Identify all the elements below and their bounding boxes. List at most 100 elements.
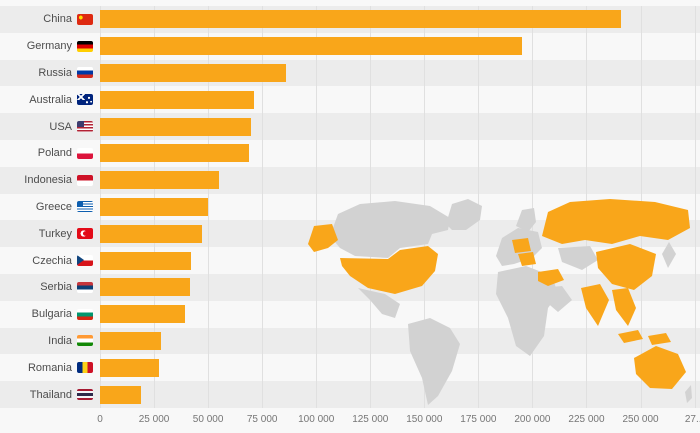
- country-label: China: [43, 13, 72, 26]
- bar-cell: [100, 194, 700, 221]
- bar-bulgaria[interactable]: [100, 305, 186, 324]
- row-label-cell: India: [0, 335, 100, 347]
- flag-icon-australia: [77, 94, 93, 106]
- chart-row: Russia: [0, 59, 700, 87]
- bar-cell: [100, 354, 700, 381]
- row-label-cell: Russia: [0, 67, 100, 79]
- country-label: Australia: [29, 93, 72, 106]
- flag-icon-czechia: [77, 255, 93, 267]
- bar-usa[interactable]: [100, 117, 252, 136]
- bar-thailand[interactable]: [100, 385, 142, 404]
- flag-icon-poland: [77, 147, 93, 159]
- country-label: Greece: [35, 200, 72, 213]
- chart-row: Turkey: [0, 220, 700, 248]
- bar-cell: [100, 140, 700, 167]
- row-label-cell: Serbia: [0, 281, 100, 293]
- chart-row: India: [0, 327, 700, 355]
- x-axis: 0 25 000 50 000 75 000 100 000 125 000 150 000…: [97, 408, 700, 433]
- bar-cell: [100, 328, 700, 355]
- country-label: India: [48, 334, 72, 347]
- country-label: USA: [49, 120, 72, 133]
- row-label-cell: USA: [0, 121, 100, 133]
- bar-china[interactable]: [100, 10, 622, 29]
- row-label-cell: Bulgaria: [0, 308, 100, 320]
- bar-russia[interactable]: [100, 63, 286, 82]
- bar-turkey[interactable]: [100, 224, 202, 243]
- bar-india[interactable]: [100, 331, 161, 350]
- bar-greece[interactable]: [100, 197, 209, 216]
- bar-romania[interactable]: [100, 358, 160, 377]
- x-axis-tick: 27...: [684, 414, 700, 425]
- chart-row: Greece: [0, 194, 700, 221]
- flag-icon-china: [77, 13, 93, 25]
- bar-poland[interactable]: [100, 144, 250, 163]
- country-label: Czechia: [32, 254, 72, 267]
- flag-icon-romania: [77, 362, 93, 374]
- bar-cell: [100, 220, 700, 247]
- x-axis-tick: 200 000: [514, 414, 551, 425]
- bar-czechia[interactable]: [100, 251, 191, 270]
- x-axis-tick: 150 000: [406, 414, 443, 425]
- bar-cell: [100, 381, 700, 408]
- country-label: Germany: [26, 40, 72, 53]
- chart-row: Czechia: [0, 247, 700, 274]
- chart-row: USA: [0, 113, 700, 140]
- bar-cell: [100, 33, 700, 60]
- country-label: Poland: [37, 147, 72, 160]
- chart-row: Serbia: [0, 273, 700, 301]
- country-label: Turkey: [38, 227, 72, 240]
- row-label-cell: Germany: [0, 40, 100, 52]
- x-axis-tick: 125 000: [352, 414, 389, 425]
- bar-cell: [100, 247, 700, 274]
- x-axis-tick: 75 000: [246, 414, 278, 425]
- country-label: Serbia: [40, 281, 72, 294]
- bar-germany[interactable]: [100, 37, 522, 56]
- flag-icon-usa: [77, 121, 93, 133]
- chart-row: Romania: [0, 354, 700, 381]
- flag-icon-turkey: [77, 228, 93, 240]
- flag-icon-greece: [77, 201, 93, 213]
- chart-row: Australia: [0, 86, 700, 113]
- flag-icon-india: [77, 335, 93, 347]
- chart-row: China: [0, 6, 700, 33]
- country-label: Romania: [27, 361, 72, 374]
- chart-row: Poland: [0, 140, 700, 167]
- bar-cell: [100, 274, 700, 301]
- bar-cell: [100, 86, 700, 113]
- x-axis-tick: 175 000: [460, 414, 497, 425]
- bar-cell: [100, 113, 700, 140]
- row-label-cell: Thailand: [0, 389, 100, 401]
- bar-cell: [100, 301, 700, 328]
- bar-indonesia[interactable]: [100, 171, 219, 190]
- chart-row: Bulgaria: [0, 301, 700, 328]
- row-label-cell: Czechia: [0, 255, 100, 267]
- chart-row: Indonesia: [0, 166, 700, 194]
- x-axis-tick: 0: [97, 414, 103, 425]
- flag-icon-bulgaria: [77, 308, 93, 320]
- chart-row: Germany: [0, 33, 700, 60]
- x-axis-tick: 250 000: [622, 414, 659, 425]
- x-axis-tick: 225 000: [568, 414, 605, 425]
- flag-icon-indonesia: [77, 174, 93, 186]
- row-label-cell: Poland: [0, 147, 100, 159]
- bar-cell: [100, 6, 700, 33]
- bar-cell: [100, 167, 700, 194]
- x-axis-tick: 50 000: [192, 414, 224, 425]
- bar-serbia[interactable]: [100, 278, 190, 297]
- chart-row: Thailand: [0, 381, 700, 408]
- flag-icon-serbia: [77, 281, 93, 293]
- row-label-cell: Turkey: [0, 228, 100, 240]
- row-label-cell: Romania: [0, 362, 100, 374]
- row-label-cell: Greece: [0, 201, 100, 213]
- bar-cell: [100, 60, 700, 87]
- row-label-cell: Indonesia: [0, 174, 100, 186]
- country-label: Indonesia: [24, 174, 72, 187]
- flag-icon-thailand: [77, 389, 93, 401]
- flag-icon-germany: [77, 40, 93, 52]
- bar-australia[interactable]: [100, 90, 254, 109]
- country-label: Russia: [38, 66, 72, 79]
- row-label-cell: China: [0, 13, 100, 25]
- x-axis-tick: 25 000: [138, 414, 170, 425]
- flag-icon-russia: [77, 67, 93, 79]
